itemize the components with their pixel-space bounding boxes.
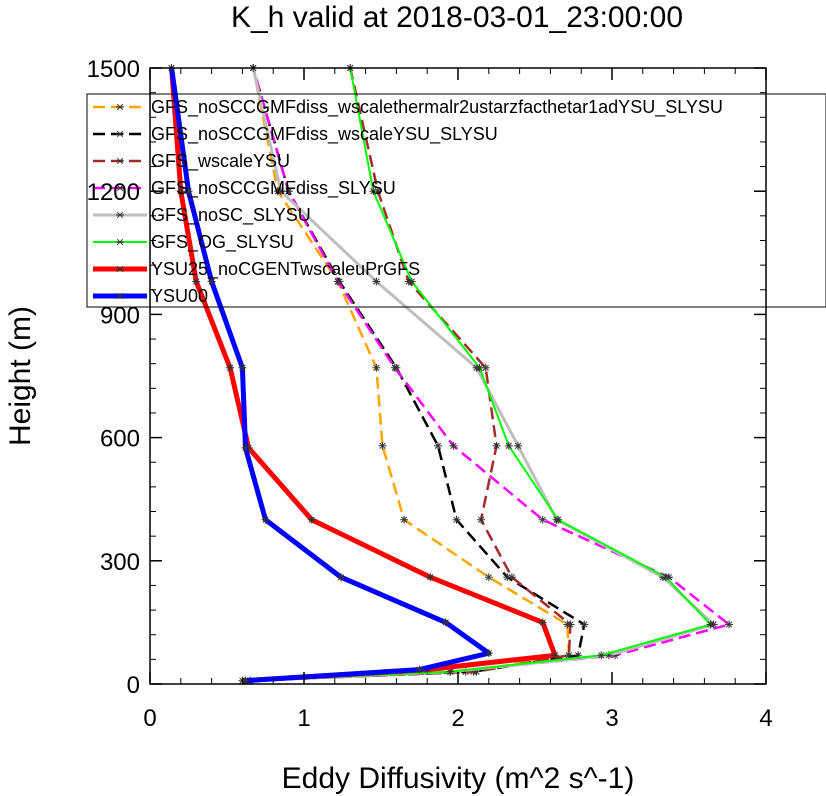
data-point [538,515,547,524]
data-point [566,620,575,629]
legend-label: YSU00 [151,286,208,306]
data-point [369,187,378,196]
data-point [706,620,715,629]
data-point [390,363,399,372]
data-point [449,441,458,450]
data-point [538,618,547,627]
data-point [514,441,523,450]
data-point [551,651,560,660]
legend-item: YSU25_noCGENTwscaleuPrGFS [93,259,420,280]
series-line [245,67,571,682]
data-point [378,441,387,450]
legend-item: GFS_noSC_SLYSU [93,205,311,226]
series-4 [246,64,734,685]
data-point [336,573,345,582]
data-point [372,277,381,286]
legend-label: GFS_wscaleYSU [151,151,290,172]
y-axis-label: Height (m) [4,306,37,446]
data-point [725,620,734,629]
series-3 [246,64,575,685]
data-point [580,620,589,629]
data-point [441,618,450,627]
legend-label: GFS_noSCCGMFdiss_SLYSU [151,178,396,199]
legend-label: GFS_noSCCGMFdiss_wscaleYSU_SLYSU [151,124,498,145]
chart-title: K_h valid at 2018-03-01_23:00:00 [231,1,683,34]
legend-label: GFS_noSC_SLYSU [151,205,311,226]
data-point [307,515,316,524]
legend: GFS_noSCCGMFdiss_wscalethermalr2ustarzfa… [93,97,723,306]
data-point [492,441,501,450]
legend-item: GFS_noSCCGMFdiss_wscalethermalr2ustarzfa… [93,97,723,118]
y-tick-label: 300 [100,549,140,576]
data-point [400,515,409,524]
x-tick-label: 4 [759,705,772,732]
legend-label: GFS_noSCCGMFdiss_wscalethermalr2ustarzfa… [151,97,723,118]
series-8 [167,64,493,685]
series-line [250,67,572,682]
data-point [446,667,455,676]
x-tick-label: 0 [143,705,156,732]
data-point [475,363,484,372]
data-point [554,515,563,524]
data-point [333,277,342,286]
data-point [372,363,381,372]
plot-lines [167,64,734,685]
data-point [207,277,216,286]
x-tick-label: 2 [451,705,464,732]
x-tick-label: 3 [605,705,618,732]
x-axis-label: Eddy Diffusivity (m^2 s^-1) [282,762,635,795]
data-point [597,651,606,660]
data-point [192,277,201,286]
data-point [477,515,486,524]
legend-label: GFS_OG_SLYSU [151,232,294,253]
series-1 [241,64,573,685]
data-point [261,515,270,524]
legend-item: GFS_noSCCGMFdiss_SLYSU [93,178,396,199]
y-tick-label: 600 [100,426,140,453]
legend-box [86,93,826,308]
y-tick-label: 900 [100,302,140,329]
data-point [433,441,442,450]
data-point [484,573,493,582]
data-point [407,277,416,286]
y-tick-label: 0 [127,672,140,699]
data-point [484,649,493,658]
x-tick-label: 1 [297,705,310,732]
series-line [250,67,731,682]
data-point [276,187,285,196]
data-point [284,187,293,196]
data-point [226,363,235,372]
data-point [373,187,382,196]
legend-item: GFS_OG_SLYSU [93,232,294,253]
data-point [507,573,516,582]
series-7 [167,64,560,685]
legend-item: GFS_noSCCGMFdiss_wscaleYSU_SLYSU [93,124,498,145]
legend-item: GFS_wscaleYSU [93,151,290,172]
data-point [564,651,573,660]
y-tick-label: 1500 [87,56,140,83]
legend-label: YSU25_noCGENTwscaleuPrGFS [151,259,420,280]
series-2 [241,64,589,685]
data-point [176,187,185,196]
data-point [415,665,424,674]
series-6 [246,64,715,685]
axes: 0 1 2 3 4 0 300 600 900 1200 1500 [87,56,773,732]
data-point [661,573,670,582]
data-point [426,573,435,582]
data-point [184,187,193,196]
y-tick-label: 1200 [87,179,140,206]
data-point [504,441,513,450]
data-point [452,515,461,524]
data-point [238,363,247,372]
legend-item: YSU00 [93,286,208,306]
series-line [245,67,586,682]
data-point [241,443,250,452]
